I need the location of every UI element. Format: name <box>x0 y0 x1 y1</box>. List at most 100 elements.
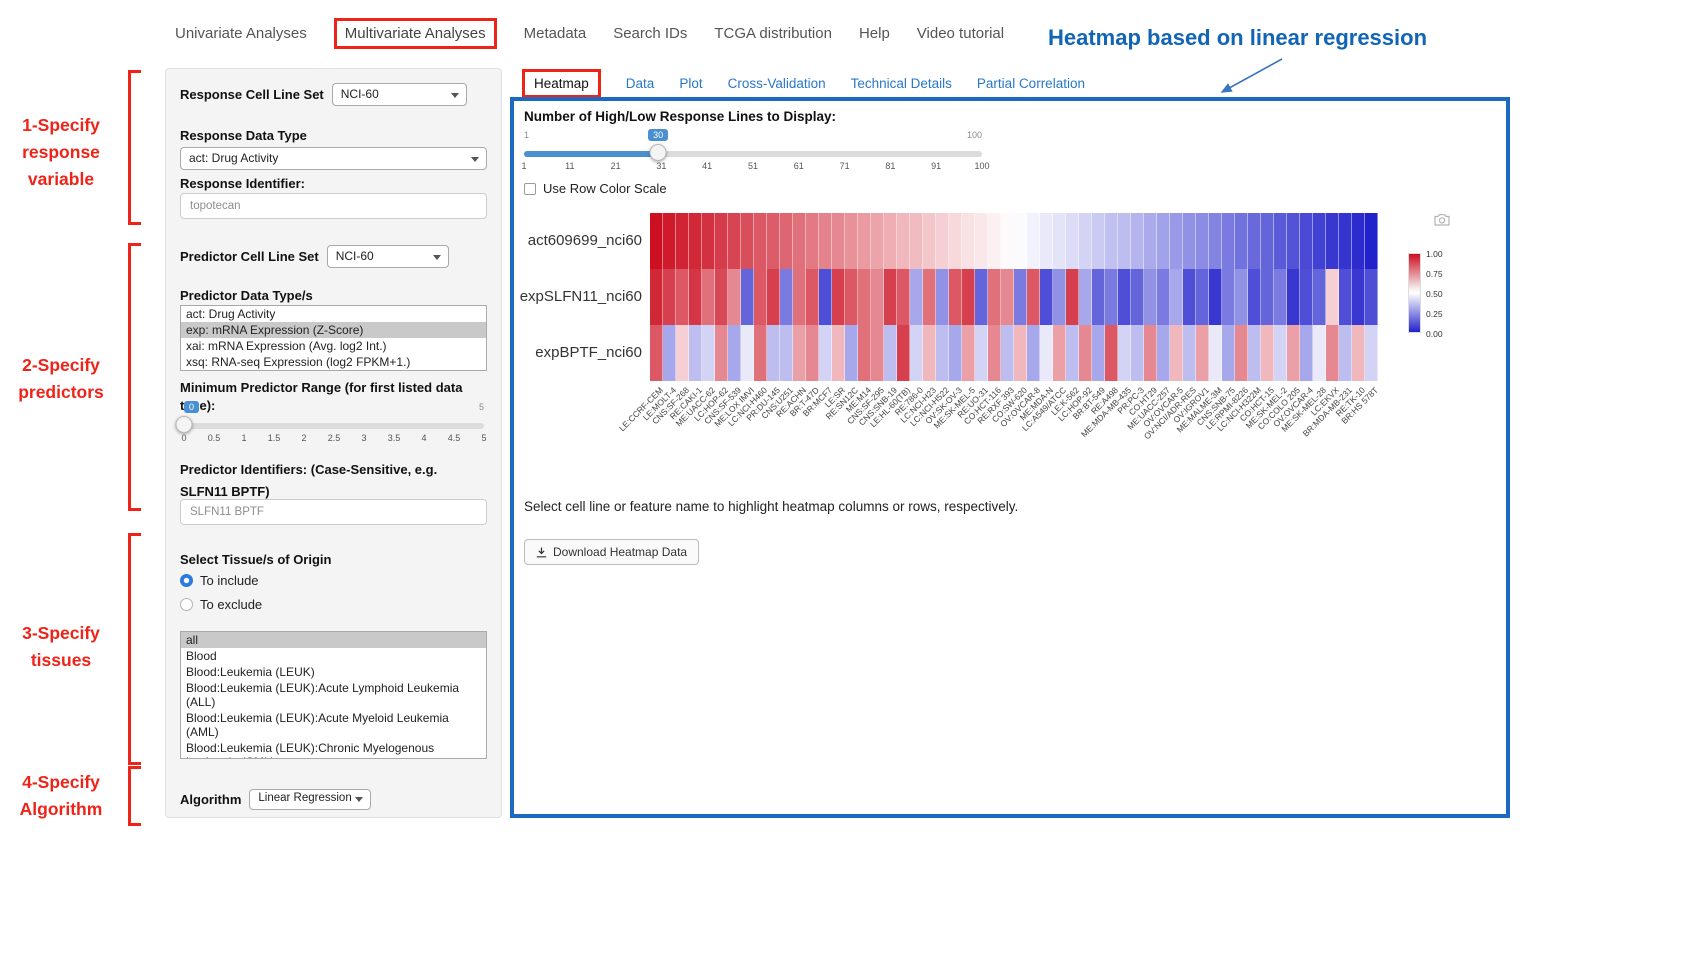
heatmap-cell[interactable] <box>858 269 871 325</box>
heatmap-cell[interactable] <box>1261 269 1274 325</box>
heatmap-cell[interactable] <box>897 325 910 381</box>
nav-item-help[interactable]: Help <box>859 25 890 42</box>
predictor-data-type-list[interactable]: act: Drug Activityexp: mRNA Expression (… <box>180 305 487 371</box>
response-data-type-select[interactable]: act: Drug Activity <box>180 147 487 170</box>
heatmap-cell[interactable] <box>767 213 780 269</box>
heatmap-cell[interactable] <box>793 213 806 269</box>
nav-item-search-ids[interactable]: Search IDs <box>613 25 687 42</box>
heatmap-cell[interactable] <box>1105 213 1118 269</box>
heatmap-cell[interactable] <box>988 269 1001 325</box>
heatmap-cell[interactable] <box>1261 213 1274 269</box>
tab-plot[interactable]: Plot <box>679 76 702 91</box>
heatmap-cell[interactable] <box>806 213 819 269</box>
heatmap-cell[interactable] <box>702 213 715 269</box>
camera-icon[interactable] <box>1434 213 1450 226</box>
heatmap-cell[interactable] <box>962 213 975 269</box>
slider-track[interactable] <box>184 423 484 429</box>
heatmap-cell[interactable] <box>806 325 819 381</box>
heatmap-cell[interactable] <box>949 269 962 325</box>
heatmap-cell[interactable] <box>1001 213 1014 269</box>
heatmap-cell[interactable] <box>819 325 832 381</box>
heatmap-cell[interactable] <box>1339 325 1352 381</box>
heatmap-cell[interactable] <box>650 325 663 381</box>
heatmap-cell[interactable] <box>1001 269 1014 325</box>
heatmap-cell[interactable] <box>949 213 962 269</box>
heatmap-cell[interactable] <box>676 213 689 269</box>
heatmap-cell[interactable] <box>793 325 806 381</box>
tab-heatmap[interactable]: Heatmap <box>522 69 601 98</box>
heatmap-cell[interactable] <box>832 325 845 381</box>
heatmap-cell[interactable] <box>1313 325 1326 381</box>
heatmap-cell[interactable] <box>923 269 936 325</box>
heatmap-cell[interactable] <box>949 325 962 381</box>
nav-item-tcga-distribution[interactable]: TCGA distribution <box>714 25 832 42</box>
list-option-act-drug-activity[interactable]: act: Drug Activity <box>181 306 486 322</box>
list-option-all[interactable]: all <box>181 632 486 648</box>
heatmap-cell[interactable] <box>1365 269 1378 325</box>
heatmap-cell[interactable] <box>1131 269 1144 325</box>
heatmap-cell[interactable] <box>1092 213 1105 269</box>
heatmap-cell[interactable] <box>689 325 702 381</box>
heatmap-cell[interactable] <box>663 213 676 269</box>
heatmap-cell[interactable] <box>975 325 988 381</box>
heatmap-cell[interactable] <box>1053 269 1066 325</box>
heatmap-cell[interactable] <box>988 325 1001 381</box>
heatmap-cell[interactable] <box>1248 325 1261 381</box>
heatmap-cell[interactable] <box>780 325 793 381</box>
heatmap-cell[interactable] <box>1027 325 1040 381</box>
list-option-blood-leukemia-leuk-chronic-myelogenous-leukemia-cml[interactable]: Blood:Leukemia (LEUK):Chronic Myelogenou… <box>181 740 486 759</box>
heatmap-cell[interactable] <box>1170 269 1183 325</box>
heatmap-cell[interactable] <box>1066 325 1079 381</box>
heatmap-cell[interactable] <box>1365 325 1378 381</box>
heatmap-cell[interactable] <box>1001 325 1014 381</box>
heatmap-cell[interactable] <box>975 213 988 269</box>
heatmap-cell[interactable] <box>910 269 923 325</box>
heatmap-cell[interactable] <box>1079 325 1092 381</box>
list-option-blood-leukemia-leuk[interactable]: Blood:Leukemia (LEUK) <box>181 664 486 680</box>
response-identifier-input[interactable]: topotecan <box>180 193 487 219</box>
heatmap-cell[interactable] <box>1235 325 1248 381</box>
tab-partial-correlation[interactable]: Partial Correlation <box>977 76 1085 91</box>
heatmap-cell[interactable] <box>1027 213 1040 269</box>
heatmap-cell[interactable] <box>1339 269 1352 325</box>
heatmap-cell[interactable] <box>806 269 819 325</box>
heatmap-cell[interactable] <box>1183 269 1196 325</box>
heatmap-cell[interactable] <box>1248 213 1261 269</box>
heatmap-cell[interactable] <box>1274 269 1287 325</box>
response-cell-line-set-select[interactable]: NCI-60 <box>332 83 467 106</box>
heatmap-cell[interactable] <box>845 269 858 325</box>
heatmap-cell[interactable] <box>702 269 715 325</box>
tissue-radio-to-include[interactable]: To include <box>180 573 487 588</box>
heatmap-cell[interactable] <box>1274 325 1287 381</box>
tissue-list[interactable]: allBloodBlood:Leukemia (LEUK)Blood:Leuke… <box>180 631 487 759</box>
list-option-blood-leukemia-leuk-acute-myeloid-leukemia-aml[interactable]: Blood:Leukemia (LEUK):Acute Myeloid Leuk… <box>181 710 486 740</box>
heatmap-cell[interactable] <box>1183 213 1196 269</box>
heatmap-cell[interactable] <box>1209 269 1222 325</box>
heatmap-cell[interactable] <box>1105 325 1118 381</box>
heatmap-cell[interactable] <box>962 269 975 325</box>
heatmap-cell[interactable] <box>1183 325 1196 381</box>
nav-item-univariate-analyses[interactable]: Univariate Analyses <box>175 25 307 42</box>
heatmap-cell[interactable] <box>1300 269 1313 325</box>
heatmap-cell[interactable] <box>1300 213 1313 269</box>
radio-icon[interactable] <box>180 574 193 587</box>
lines-to-display-slider[interactable]: 1 100 30 1112131415161718191100 <box>524 145 982 175</box>
heatmap-cell[interactable] <box>1261 325 1274 381</box>
heatmap-cell[interactable] <box>988 213 1001 269</box>
heatmap-cell[interactable] <box>1079 213 1092 269</box>
heatmap-cell[interactable] <box>1313 213 1326 269</box>
min-predictor-range-slider[interactable]: 0 5 0 00.511.522.533.544.55 <box>184 417 484 447</box>
heatmap-row-label[interactable]: act609699_nci60 <box>514 232 642 249</box>
heatmap-cell[interactable] <box>936 213 949 269</box>
heatmap-cell[interactable] <box>1352 213 1365 269</box>
heatmap-cell[interactable] <box>1287 213 1300 269</box>
heatmap-cell[interactable] <box>767 325 780 381</box>
heatmap-cell[interactable] <box>1196 325 1209 381</box>
heatmap-cell[interactable] <box>1157 213 1170 269</box>
slider-handle[interactable] <box>176 416 193 433</box>
heatmap-cell[interactable] <box>715 325 728 381</box>
heatmap-cell[interactable] <box>1209 325 1222 381</box>
heatmap-cell[interactable] <box>1170 213 1183 269</box>
heatmap-cell[interactable] <box>1118 325 1131 381</box>
slider-handle[interactable] <box>650 144 667 161</box>
